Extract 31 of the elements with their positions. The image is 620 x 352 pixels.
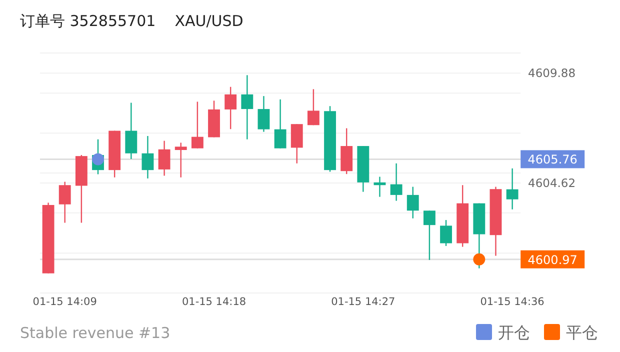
x-tick-label: 01-15 14:18 [182, 296, 246, 308]
candlestick [142, 135, 154, 180]
candlestick [290, 123, 303, 164]
y-tick-label: 4604.62 [528, 176, 576, 190]
candlestick [274, 98, 286, 149]
ref-line-label: 4605.76 [528, 152, 578, 167]
legend-item: 开仓 [476, 323, 530, 342]
chart-title: 订单号 352855701 XAU/USD [20, 12, 244, 30]
candlestick [423, 210, 436, 261]
candlestick [58, 181, 71, 224]
y-tick-label: 4609.88 [528, 66, 576, 80]
candlestick [158, 140, 170, 176]
candlestick [174, 142, 187, 178]
legend-label: 平仓 [566, 323, 598, 342]
candlestick [307, 88, 320, 126]
candlestick [241, 74, 254, 140]
candlestick [406, 186, 419, 219]
candlestick [224, 86, 237, 130]
legend-item: 平仓 [544, 323, 598, 342]
candlestick [258, 95, 270, 132]
legend-label: 开仓 [498, 323, 530, 342]
candlestick [390, 162, 402, 202]
ref-line-label: 4600.97 [528, 252, 578, 267]
candlestick [125, 102, 138, 160]
x-tick-label: 01-15 14:27 [331, 296, 396, 308]
x-tick-label: 01-15 14:36 [480, 296, 545, 308]
candlestick [191, 101, 204, 149]
candlestick [506, 168, 518, 210]
candlestick [440, 219, 452, 247]
x-tick-label: 01-15 14:09 [32, 296, 97, 308]
text: Stable revenue #13 [20, 324, 170, 342]
